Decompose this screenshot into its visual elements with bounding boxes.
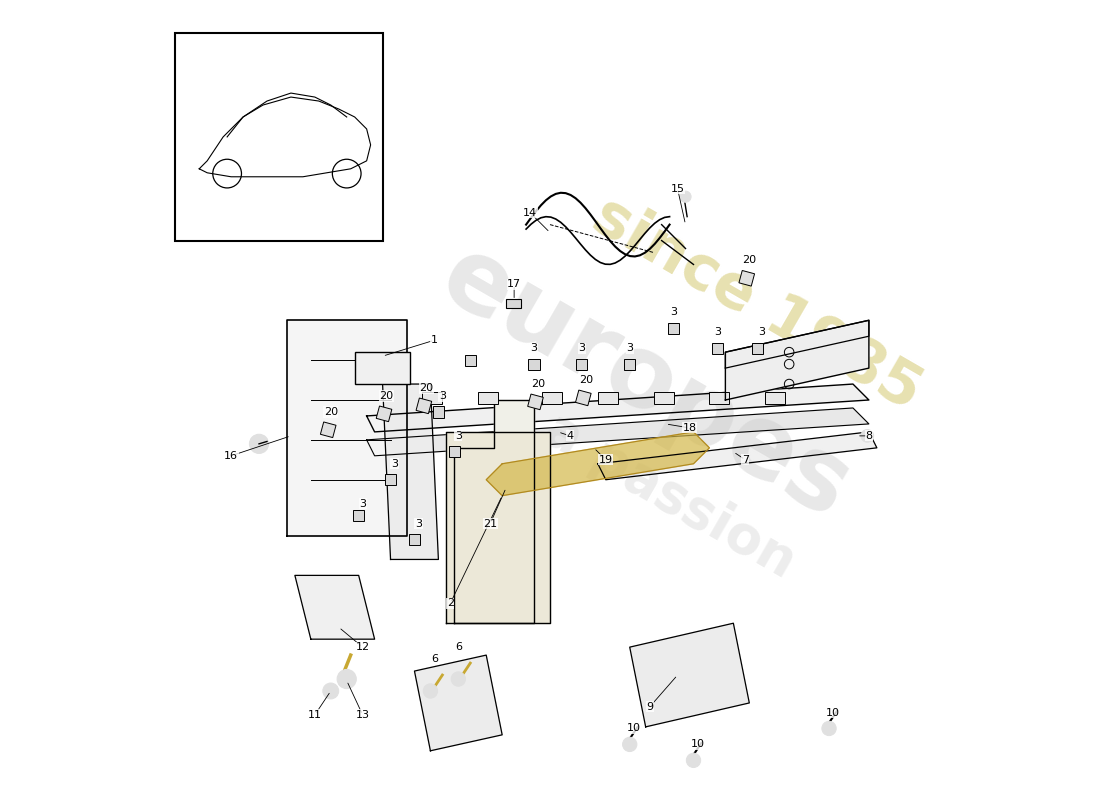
Text: 6: 6 xyxy=(431,654,438,664)
Polygon shape xyxy=(454,400,535,623)
Bar xyxy=(385,474,396,486)
Bar xyxy=(528,394,543,410)
Polygon shape xyxy=(629,623,749,727)
Bar xyxy=(478,392,498,404)
Bar xyxy=(409,534,420,545)
Bar xyxy=(710,392,729,404)
Text: 18: 18 xyxy=(682,423,696,433)
Bar xyxy=(668,322,679,334)
Text: 13: 13 xyxy=(355,710,370,720)
Text: 9: 9 xyxy=(646,702,653,712)
Circle shape xyxy=(686,753,701,767)
Circle shape xyxy=(822,722,836,736)
Bar xyxy=(464,354,476,366)
Text: a passion: a passion xyxy=(535,402,804,589)
Text: 12: 12 xyxy=(355,642,370,652)
Text: 3: 3 xyxy=(415,518,422,529)
Bar xyxy=(175,34,383,241)
Polygon shape xyxy=(415,655,503,750)
Text: 4: 4 xyxy=(566,431,573,441)
FancyBboxPatch shape xyxy=(354,352,410,384)
Text: 10: 10 xyxy=(826,707,840,718)
Text: 10: 10 xyxy=(627,723,640,734)
Text: 3: 3 xyxy=(454,431,462,441)
Bar xyxy=(422,392,442,404)
Bar xyxy=(376,406,392,422)
Text: 3: 3 xyxy=(714,327,720,338)
Text: 1: 1 xyxy=(431,335,438,346)
Polygon shape xyxy=(287,320,407,535)
Bar xyxy=(542,392,562,404)
Bar xyxy=(528,358,540,370)
Polygon shape xyxy=(366,408,869,456)
Text: 8: 8 xyxy=(866,431,872,441)
Text: 14: 14 xyxy=(522,208,537,218)
Bar xyxy=(751,342,763,354)
Polygon shape xyxy=(725,320,869,368)
Circle shape xyxy=(623,738,637,751)
Text: 20: 20 xyxy=(531,379,546,389)
Bar xyxy=(653,392,673,404)
Text: 20: 20 xyxy=(379,391,394,401)
Text: 3: 3 xyxy=(530,343,538,353)
Text: europes: europes xyxy=(424,228,867,540)
Text: since 1985: since 1985 xyxy=(582,186,932,422)
Text: 7: 7 xyxy=(741,454,749,465)
Bar xyxy=(320,422,336,438)
Polygon shape xyxy=(486,432,710,496)
Polygon shape xyxy=(295,575,375,639)
Text: 3: 3 xyxy=(579,343,585,353)
Text: 19: 19 xyxy=(598,454,613,465)
Text: 20: 20 xyxy=(323,407,338,417)
Text: 20: 20 xyxy=(419,383,433,393)
Bar xyxy=(739,270,755,286)
Text: 3: 3 xyxy=(390,458,398,469)
Text: 6: 6 xyxy=(454,642,462,652)
Text: 3: 3 xyxy=(626,343,634,353)
Circle shape xyxy=(250,434,268,454)
Text: 11: 11 xyxy=(308,710,322,720)
Text: 3: 3 xyxy=(439,391,446,401)
Text: 20: 20 xyxy=(742,255,757,266)
Bar xyxy=(597,392,618,404)
Text: 20: 20 xyxy=(579,375,593,385)
Polygon shape xyxy=(725,320,869,400)
Polygon shape xyxy=(597,432,877,480)
Text: 3: 3 xyxy=(360,498,366,509)
Circle shape xyxy=(451,672,465,686)
Polygon shape xyxy=(383,384,439,559)
Bar xyxy=(624,358,636,370)
Text: 16: 16 xyxy=(224,451,238,461)
Text: 2: 2 xyxy=(447,598,454,608)
Bar xyxy=(576,358,587,370)
Bar xyxy=(575,390,591,406)
Circle shape xyxy=(322,683,339,699)
Circle shape xyxy=(680,191,691,202)
Polygon shape xyxy=(447,432,550,623)
Bar xyxy=(353,510,364,521)
Text: 10: 10 xyxy=(691,739,704,750)
Polygon shape xyxy=(366,384,869,432)
Text: 21: 21 xyxy=(483,518,497,529)
Bar xyxy=(712,342,723,354)
Bar xyxy=(416,398,431,414)
Bar xyxy=(432,406,444,418)
Text: 17: 17 xyxy=(507,279,521,290)
Bar xyxy=(766,392,785,404)
Circle shape xyxy=(424,684,438,698)
Circle shape xyxy=(861,430,873,442)
Bar xyxy=(449,446,460,458)
Text: 3: 3 xyxy=(670,307,678,318)
Text: 3: 3 xyxy=(758,327,764,338)
Bar xyxy=(506,298,520,308)
Circle shape xyxy=(337,670,356,689)
Text: 15: 15 xyxy=(671,184,684,194)
